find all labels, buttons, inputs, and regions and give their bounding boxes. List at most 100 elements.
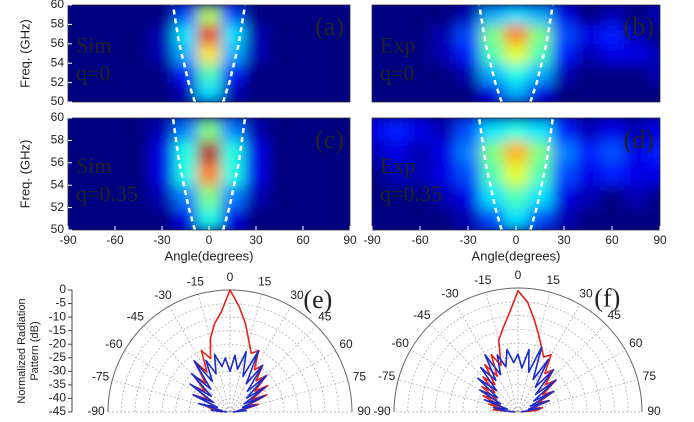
heat-cell xyxy=(576,118,601,141)
theta-tick-label: 90 xyxy=(647,404,661,418)
heat-cell xyxy=(648,5,660,25)
heat-cell xyxy=(338,24,350,45)
grid-circle xyxy=(462,356,574,413)
theta-tick-label: -90 xyxy=(87,404,105,418)
grid-circle xyxy=(407,301,629,413)
spoke xyxy=(517,292,551,413)
heat-cell xyxy=(372,162,385,186)
panel-annotation: q=0 xyxy=(380,61,414,86)
heat-cells xyxy=(372,118,660,230)
heat-cell xyxy=(408,118,433,141)
theta-tick-label: -60 xyxy=(392,336,410,350)
heat-cell xyxy=(68,5,81,25)
heat-cell xyxy=(68,140,81,164)
grid-circle xyxy=(148,330,312,413)
heat-cell xyxy=(384,185,409,209)
heat-cell xyxy=(79,24,104,45)
r-tick-label: -15 xyxy=(49,323,67,337)
heat-cell xyxy=(408,162,433,186)
heat-cell xyxy=(432,82,457,102)
heat-cell xyxy=(291,43,316,64)
heat-cell xyxy=(291,185,316,209)
theta-tick-label: 30 xyxy=(290,288,304,302)
heat-cell xyxy=(432,162,457,186)
boundary-line xyxy=(529,118,555,230)
heat-cell xyxy=(432,207,457,230)
theta-tick-label: -60 xyxy=(105,337,123,351)
heat-cell xyxy=(528,118,553,141)
heat-cell xyxy=(372,82,385,102)
theta-tick-label: 60 xyxy=(339,337,353,351)
heat-cell xyxy=(220,82,245,102)
heat-cell xyxy=(150,118,175,141)
heat-cell xyxy=(432,118,457,141)
panel-label: (b) xyxy=(624,12,654,41)
grid-circle xyxy=(434,329,602,413)
heat-cell xyxy=(338,162,350,186)
panel-label: (d) xyxy=(624,125,654,154)
heat-cell xyxy=(600,24,625,45)
x-tick-label: 30 xyxy=(249,233,263,247)
heat-cell xyxy=(504,24,529,45)
plot-frame xyxy=(371,4,661,103)
heat-cell xyxy=(150,82,175,102)
heat-cell xyxy=(480,43,505,64)
heat-cell xyxy=(291,63,316,84)
heat-cell xyxy=(552,82,577,102)
heat-cell xyxy=(384,24,409,45)
heat-cell xyxy=(600,63,625,84)
heat-cell xyxy=(456,118,481,141)
heat-cell xyxy=(600,82,625,102)
heat-cell xyxy=(244,162,269,186)
heat-cell xyxy=(173,118,198,141)
heat-cell xyxy=(244,82,269,102)
heat-cell xyxy=(384,43,409,64)
heat-cell xyxy=(267,63,292,84)
heat-cell xyxy=(480,140,505,164)
heat-cell xyxy=(126,162,151,186)
theta-tick-label: 60 xyxy=(629,336,643,350)
heat-cell xyxy=(648,140,660,164)
heat-cell xyxy=(576,140,601,164)
heat-cell xyxy=(624,24,649,45)
heat-cell xyxy=(504,43,529,64)
heat-cell xyxy=(68,118,81,141)
heat-cell xyxy=(504,82,529,102)
heatmap xyxy=(68,118,350,230)
heat-cell xyxy=(244,140,269,164)
heat-cell xyxy=(291,5,316,25)
heat-cell xyxy=(528,5,553,25)
heat-cell xyxy=(126,185,151,209)
heat-cell xyxy=(220,118,245,141)
heat-cells xyxy=(372,5,660,102)
y-tick-label: 58 xyxy=(51,133,65,147)
heat-cell xyxy=(79,5,104,25)
r-tick-label: 0 xyxy=(59,282,66,296)
heat-cell xyxy=(432,43,457,64)
heat-cell xyxy=(552,162,577,186)
heat-cell xyxy=(432,185,457,209)
heat-cell xyxy=(197,118,222,141)
spoke xyxy=(168,306,231,413)
heat-cell xyxy=(220,207,245,230)
heat-cell xyxy=(432,24,457,45)
r-axis-label-line: Normalized Radiation xyxy=(16,298,28,403)
heat-cell xyxy=(504,207,529,230)
heat-cell xyxy=(103,118,128,141)
heat-cell xyxy=(220,43,245,64)
heat-cell xyxy=(103,5,128,25)
heat-cell xyxy=(267,5,292,25)
heat-cell xyxy=(384,140,409,164)
heat-cell xyxy=(68,207,81,230)
spoke xyxy=(517,379,638,413)
heat-cell xyxy=(552,207,577,230)
theta-tick-label: -75 xyxy=(378,369,396,383)
r-tick-label: -30 xyxy=(49,364,67,378)
grid-circle xyxy=(175,357,285,413)
heat-cell xyxy=(68,82,81,102)
heat-cell xyxy=(552,118,577,141)
r-axis-label-line: Pattern (dB) xyxy=(29,321,41,380)
heat-cell xyxy=(528,140,553,164)
heat-cell xyxy=(408,207,433,230)
